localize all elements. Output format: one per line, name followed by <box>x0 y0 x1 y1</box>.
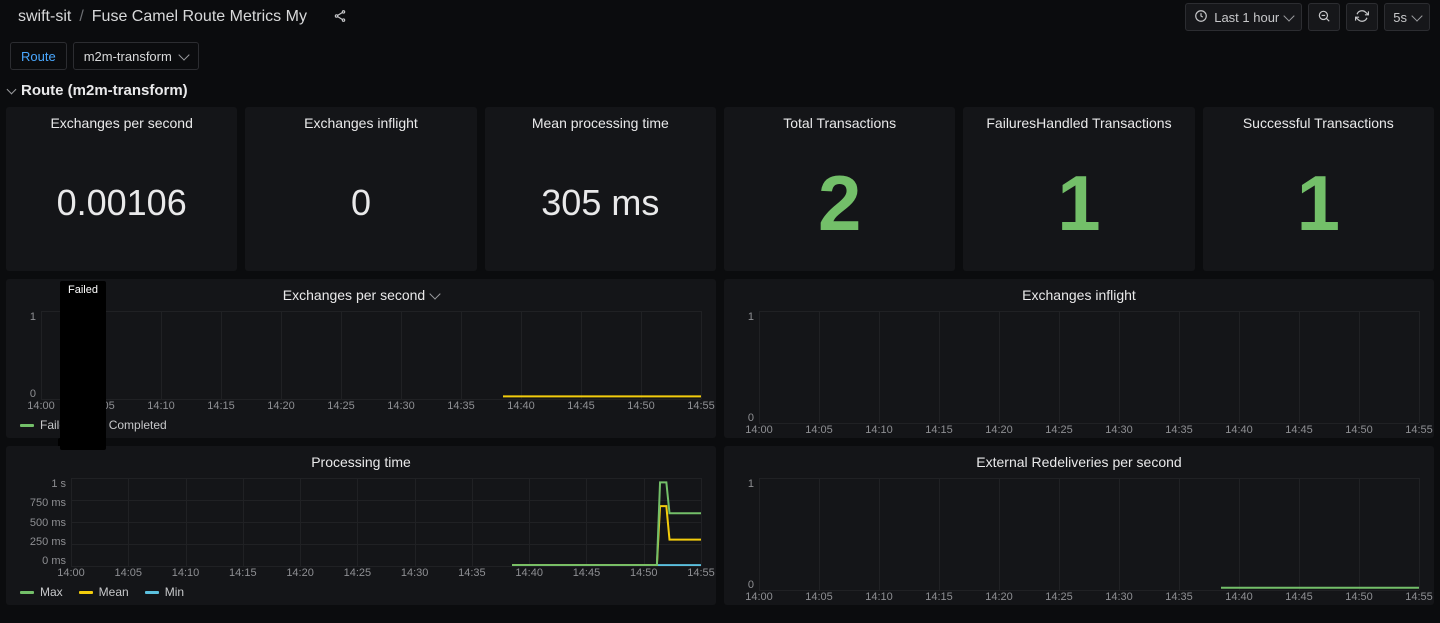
panel-title[interactable]: Successful Transactions <box>1203 107 1434 135</box>
topbar-controls: Last 1 hour 5s <box>1185 3 1430 31</box>
clock-icon <box>1194 9 1208 26</box>
x-axis: 14:0014:0514:1014:1514:2014:2514:3014:35… <box>759 424 1419 438</box>
stat-body: 0.00106 <box>6 135 237 271</box>
breadcrumb-folder[interactable]: swift-sit <box>18 8 71 26</box>
refresh-icon <box>1355 9 1369 26</box>
stat-panel: Exchanges inflight 0 <box>245 107 476 271</box>
y-axis: 10 <box>734 478 754 591</box>
stat-panel: Exchanges per second 0.00106 <box>6 107 237 271</box>
plot-area[interactable] <box>71 478 701 567</box>
stat-panel: FailuresHandled Transactions 1 <box>963 107 1194 271</box>
panel-title[interactable]: External Redeliveries per second <box>724 446 1434 474</box>
zoom-out-button[interactable] <box>1308 3 1340 31</box>
panel-title[interactable]: Exchanges inflight <box>724 279 1434 307</box>
chart-legend: Max Mean Min <box>6 581 716 605</box>
stat-value: 0 <box>351 182 371 224</box>
plot-area[interactable] <box>759 311 1419 424</box>
time-range-label: Last 1 hour <box>1214 10 1279 25</box>
plot-area[interactable] <box>41 311 701 400</box>
panel-title[interactable]: Total Transactions <box>724 107 955 135</box>
refresh-button[interactable] <box>1346 3 1378 31</box>
stat-panel: Mean processing time 305 ms <box>485 107 716 271</box>
stat-body: 305 ms <box>485 135 716 271</box>
x-axis: 14:0014:0514:1014:1514:2014:2514:3014:35… <box>41 400 701 414</box>
time-range-button[interactable]: Last 1 hour <box>1185 3 1302 31</box>
row-title: Route (m2m-transform) <box>21 82 188 99</box>
breadcrumb: swift-sit / Fuse Camel Route Metrics My <box>10 8 307 26</box>
share-icon <box>333 9 347 26</box>
stat-value: 1 <box>1297 164 1340 242</box>
refresh-interval-label: 5s <box>1393 10 1407 25</box>
breadcrumb-separator: / <box>79 8 83 26</box>
stat-body: 2 <box>724 135 955 271</box>
chart-legend: FailedCompleted <box>6 414 716 438</box>
stat-panel: Total Transactions 2 <box>724 107 955 271</box>
var-select-route[interactable]: m2m-transform <box>73 42 199 70</box>
zoom-out-icon <box>1317 9 1331 26</box>
row-header[interactable]: Route (m2m-transform) <box>0 80 1440 107</box>
chevron-down-icon <box>178 49 189 60</box>
y-axis: 1 s750 ms500 ms250 ms0 ms <box>16 478 66 567</box>
y-axis: 10 <box>16 311 36 400</box>
stat-body: 1 <box>963 135 1194 271</box>
chart-row-1: Exchanges per second 10 14:0014:0514:1014… <box>0 279 1440 438</box>
panel-external-redeliveries: External Redeliveries per second 10 14:00… <box>724 446 1434 605</box>
stat-value: 2 <box>818 164 861 242</box>
panel-title[interactable]: Exchanges per second <box>6 107 237 135</box>
panel-processing-time: Processing time 1 s750 ms500 ms250 ms0 m… <box>6 446 716 605</box>
chevron-down-icon <box>1284 10 1295 21</box>
top-bar: swift-sit / Fuse Camel Route Metrics My … <box>0 0 1440 36</box>
y-axis: 10 <box>734 311 754 424</box>
panel-title[interactable]: Exchanges inflight <box>245 107 476 135</box>
legend-item[interactable]: Min <box>145 585 184 599</box>
x-axis: 14:0014:0514:1014:1514:2014:2514:3014:35… <box>71 567 701 581</box>
chart-tooltip: Failed <box>60 281 106 450</box>
refresh-interval-button[interactable]: 5s <box>1384 3 1430 31</box>
stat-body: 1 <box>1203 135 1434 271</box>
share-button[interactable] <box>325 3 355 31</box>
stat-value: 305 ms <box>541 182 659 224</box>
stat-panels-row: Exchanges per second 0.00106 Exchanges inf… <box>0 107 1440 271</box>
chevron-down-icon <box>430 288 441 299</box>
stat-body: 0 <box>245 135 476 271</box>
panel-title[interactable]: Mean processing time <box>485 107 716 135</box>
var-select-value: m2m-transform <box>84 49 172 64</box>
chevron-down-icon <box>7 84 17 94</box>
var-label-route: Route <box>10 42 67 70</box>
panel-title[interactable]: Processing time <box>6 446 716 474</box>
stat-panel: Successful Transactions 1 <box>1203 107 1434 271</box>
legend-item[interactable]: Mean <box>79 585 129 599</box>
panel-title[interactable]: Exchanges per second <box>6 279 716 307</box>
legend-item[interactable]: Max <box>20 585 63 599</box>
chart-row-2: Processing time 1 s750 ms500 ms250 ms0 m… <box>0 446 1440 605</box>
stat-value: 1 <box>1057 164 1100 242</box>
panel-exchanges-inflight: Exchanges inflight 10 14:0014:0514:1014:1… <box>724 279 1434 438</box>
template-variables: Route m2m-transform <box>0 36 1440 80</box>
panel-title[interactable]: FailuresHandled Transactions <box>963 107 1194 135</box>
x-axis: 14:0014:0514:1014:1514:2014:2514:3014:35… <box>759 591 1419 605</box>
stat-value: 0.00106 <box>57 182 187 224</box>
panel-exchanges-per-second: Exchanges per second 10 14:0014:0514:1014… <box>6 279 716 438</box>
plot-area[interactable] <box>759 478 1419 591</box>
chevron-down-icon <box>1411 10 1422 21</box>
breadcrumb-dashboard[interactable]: Fuse Camel Route Metrics My <box>92 8 307 26</box>
